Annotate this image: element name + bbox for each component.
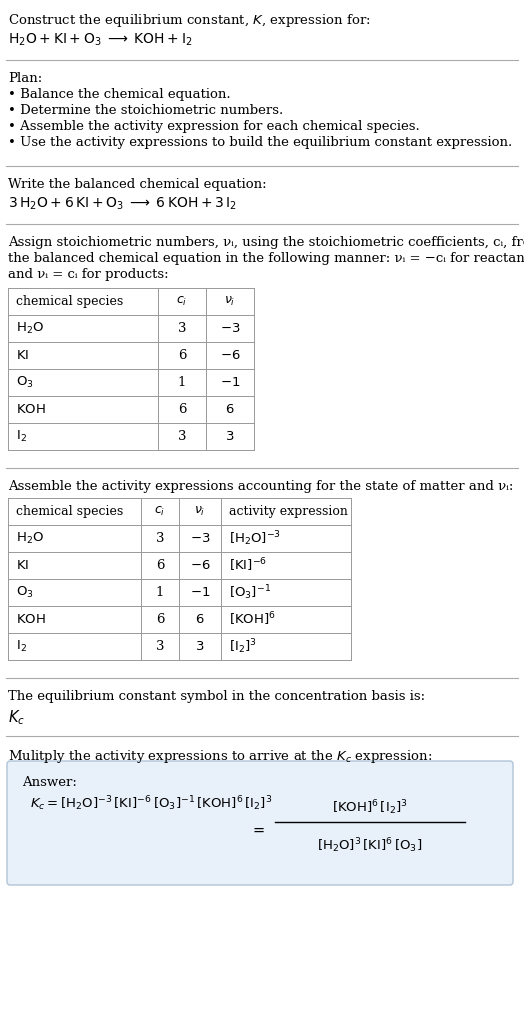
Text: $6$: $6$ bbox=[195, 613, 205, 626]
Text: 3: 3 bbox=[156, 640, 164, 653]
Text: 3: 3 bbox=[156, 532, 164, 545]
Text: $[\mathrm{O_3}]^{-1}$: $[\mathrm{O_3}]^{-1}$ bbox=[229, 583, 271, 602]
Text: $-3$: $-3$ bbox=[190, 532, 210, 545]
Text: 6: 6 bbox=[178, 403, 186, 416]
Text: 6: 6 bbox=[156, 559, 164, 572]
Text: $[\mathrm{KOH}]^6\,[\mathrm{I_2}]^3$: $[\mathrm{KOH}]^6\,[\mathrm{I_2}]^3$ bbox=[332, 798, 408, 817]
Text: 3: 3 bbox=[178, 322, 186, 335]
Text: $-6$: $-6$ bbox=[190, 559, 210, 572]
Text: $\nu_i$: $\nu_i$ bbox=[194, 505, 206, 518]
Text: Plan:: Plan: bbox=[8, 72, 42, 85]
Text: 6: 6 bbox=[156, 613, 164, 626]
Text: • Balance the chemical equation.: • Balance the chemical equation. bbox=[8, 88, 231, 101]
Text: $\mathrm{O_3}$: $\mathrm{O_3}$ bbox=[16, 375, 34, 391]
Text: • Use the activity expressions to build the equilibrium constant expression.: • Use the activity expressions to build … bbox=[8, 136, 512, 149]
Text: 1: 1 bbox=[178, 376, 186, 390]
Text: $\nu_i$: $\nu_i$ bbox=[224, 295, 236, 309]
Text: Mulitply the activity expressions to arrive at the $K_c$ expression:: Mulitply the activity expressions to arr… bbox=[8, 748, 432, 765]
Text: The equilibrium constant symbol in the concentration basis is:: The equilibrium constant symbol in the c… bbox=[8, 690, 425, 703]
Text: the balanced chemical equation in the following manner: νᵢ = −cᵢ for reactants: the balanced chemical equation in the fo… bbox=[8, 252, 524, 265]
Text: Construct the equilibrium constant, $K$, expression for:: Construct the equilibrium constant, $K$,… bbox=[8, 12, 370, 29]
Text: $3$: $3$ bbox=[195, 640, 205, 653]
Text: $[\mathrm{H_2O}]^3\,[\mathrm{KI}]^6\,[\mathrm{O_3}]$: $[\mathrm{H_2O}]^3\,[\mathrm{KI}]^6\,[\m… bbox=[318, 836, 422, 855]
Text: $\mathrm{KOH}$: $\mathrm{KOH}$ bbox=[16, 613, 46, 626]
Text: $\mathrm{KI}$: $\mathrm{KI}$ bbox=[16, 348, 29, 362]
Text: $\mathrm{H_2O}$: $\mathrm{H_2O}$ bbox=[16, 321, 44, 336]
Text: • Assemble the activity expression for each chemical species.: • Assemble the activity expression for e… bbox=[8, 120, 420, 133]
Text: 3: 3 bbox=[178, 430, 186, 443]
FancyBboxPatch shape bbox=[7, 761, 513, 885]
Text: $3$: $3$ bbox=[225, 430, 235, 443]
Text: $\mathrm{H_2O}$: $\mathrm{H_2O}$ bbox=[16, 531, 44, 546]
Text: activity expression: activity expression bbox=[229, 505, 348, 518]
Text: $-3$: $-3$ bbox=[220, 322, 240, 335]
Text: $6$: $6$ bbox=[225, 403, 235, 416]
Text: $=$: $=$ bbox=[250, 823, 266, 837]
Text: Write the balanced chemical equation:: Write the balanced chemical equation: bbox=[8, 178, 267, 191]
Text: 6: 6 bbox=[178, 348, 186, 362]
Text: $\mathrm{H_2O + KI + O_3 \;\longrightarrow\; KOH + I_2}$: $\mathrm{H_2O + KI + O_3 \;\longrightarr… bbox=[8, 32, 193, 48]
Text: $-1$: $-1$ bbox=[220, 376, 240, 390]
Text: 1: 1 bbox=[156, 586, 164, 599]
Text: $[\mathrm{I_2}]^{3}$: $[\mathrm{I_2}]^{3}$ bbox=[229, 638, 257, 656]
Text: $\mathrm{KOH}$: $\mathrm{KOH}$ bbox=[16, 403, 46, 416]
Text: $[\mathrm{KI}]^{-6}$: $[\mathrm{KI}]^{-6}$ bbox=[229, 557, 267, 574]
Text: $\mathrm{I_2}$: $\mathrm{I_2}$ bbox=[16, 428, 27, 444]
Text: $c_i$: $c_i$ bbox=[155, 505, 166, 518]
Text: Answer:: Answer: bbox=[22, 776, 77, 789]
Text: $-6$: $-6$ bbox=[220, 348, 241, 362]
Text: $-1$: $-1$ bbox=[190, 586, 210, 599]
Text: $[\mathrm{H_2O}]^{-3}$: $[\mathrm{H_2O}]^{-3}$ bbox=[229, 529, 281, 547]
Text: • Determine the stoichiometric numbers.: • Determine the stoichiometric numbers. bbox=[8, 104, 283, 117]
Text: and νᵢ = cᵢ for products:: and νᵢ = cᵢ for products: bbox=[8, 268, 169, 281]
Text: $[\mathrm{KOH}]^{6}$: $[\mathrm{KOH}]^{6}$ bbox=[229, 611, 276, 628]
Text: $K_c$: $K_c$ bbox=[8, 708, 25, 727]
Text: $\mathrm{KI}$: $\mathrm{KI}$ bbox=[16, 559, 29, 572]
Text: $\mathrm{I_2}$: $\mathrm{I_2}$ bbox=[16, 639, 27, 654]
Text: chemical species: chemical species bbox=[16, 295, 123, 308]
Text: $\mathrm{O_3}$: $\mathrm{O_3}$ bbox=[16, 585, 34, 600]
Text: Assign stoichiometric numbers, νᵢ, using the stoichiometric coefficients, cᵢ, fr: Assign stoichiometric numbers, νᵢ, using… bbox=[8, 236, 524, 249]
Text: $\mathrm{3\,H_2O + 6\,KI + O_3 \;\longrightarrow\; 6\,KOH + 3\,I_2}$: $\mathrm{3\,H_2O + 6\,KI + O_3 \;\longri… bbox=[8, 196, 237, 212]
Text: $c_i$: $c_i$ bbox=[177, 295, 188, 309]
Text: chemical species: chemical species bbox=[16, 505, 123, 518]
Text: $K_c = [\mathrm{H_2O}]^{-3}\,[\mathrm{KI}]^{-6}\,[\mathrm{O_3}]^{-1}\,[\mathrm{K: $K_c = [\mathrm{H_2O}]^{-3}\,[\mathrm{KI… bbox=[30, 794, 272, 814]
Text: Assemble the activity expressions accounting for the state of matter and νᵢ:: Assemble the activity expressions accoun… bbox=[8, 480, 514, 493]
